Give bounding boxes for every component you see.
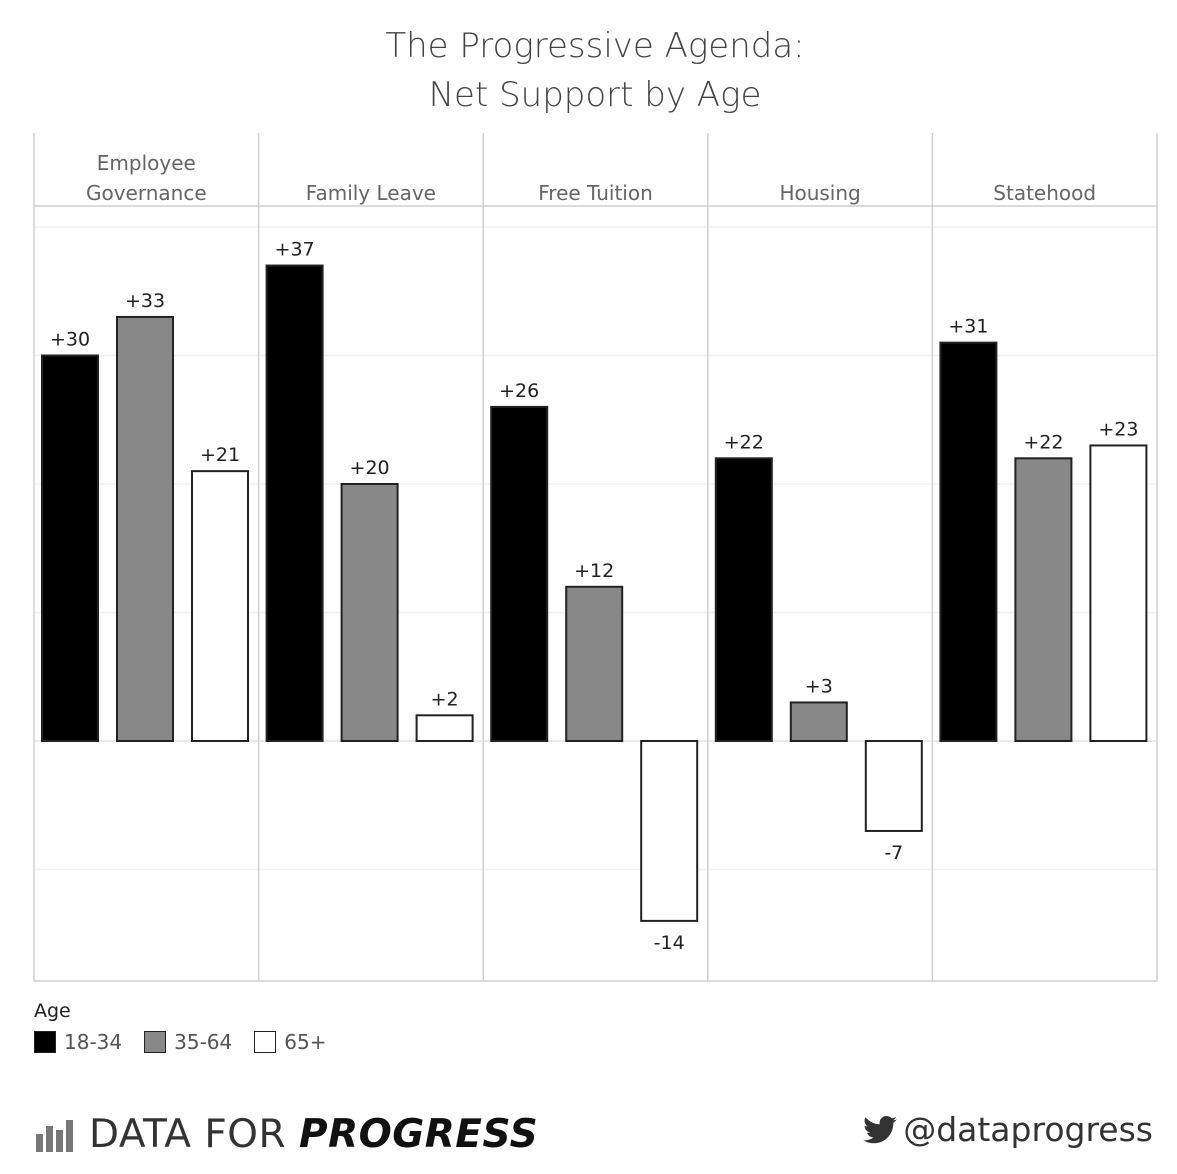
bar: [864, 740, 923, 832]
bar-value-label: -7: [884, 842, 903, 864]
legend-title: Age: [34, 1000, 71, 1022]
bar: [415, 714, 474, 742]
legend: Age 18-34 35-64 65+: [34, 1000, 326, 1054]
panel-label: Statehood: [993, 181, 1096, 205]
bar-value-label: +37: [275, 239, 315, 261]
bar: [191, 470, 249, 742]
bar-value-label: +22: [724, 431, 764, 453]
panel-label: Free Tuition: [538, 181, 653, 205]
legend-swatch-65-plus: [254, 1031, 277, 1053]
twitter-handle: @dataprogress: [903, 1110, 1153, 1149]
bar-value-label: +26: [499, 380, 539, 402]
twitter-bird-icon: [863, 1115, 898, 1143]
bar-value-label: +33: [125, 290, 165, 312]
bar-value-label: +22: [1023, 431, 1063, 453]
chart-title-line-2: Net Support by Age: [428, 75, 762, 115]
legend-swatch-18-34: [34, 1031, 56, 1053]
bar-value-label: +3: [805, 675, 833, 697]
legend-swatch-35-64: [144, 1031, 167, 1053]
panel-label: Family Leave: [306, 181, 436, 205]
panel-label: Employee: [97, 151, 196, 175]
chart-title-line-1: The Progressive Agenda:: [385, 26, 805, 66]
bar-value-label: +20: [350, 457, 390, 479]
panel-label: Housing: [779, 181, 860, 205]
bar-value-label: +2: [431, 688, 459, 710]
bar: [490, 405, 549, 742]
legend-label-65-plus: 65+: [284, 1030, 327, 1054]
bar: [789, 701, 848, 743]
bar: [714, 457, 773, 742]
bar-value-label: +31: [948, 316, 988, 338]
bar: [1014, 457, 1073, 742]
bar: [1089, 444, 1148, 742]
bar: [116, 315, 174, 742]
legend-item-35-64[interactable]: 35-64: [144, 1030, 232, 1054]
bar: [41, 354, 99, 742]
legend-label-18-34: 18-34: [64, 1030, 123, 1054]
legend-item-65-plus[interactable]: 65+: [254, 1030, 326, 1054]
legend-label-35-64: 35-64: [174, 1030, 233, 1054]
twitter-handle-link[interactable]: @dataprogress: [863, 1110, 1153, 1149]
bar: [640, 740, 699, 922]
bar-value-label: +23: [1098, 418, 1138, 440]
bar: [939, 341, 998, 742]
bar-value-label: +30: [50, 329, 90, 351]
brand-name-light: DATA FOR: [89, 1112, 299, 1157]
bar-chart-logo-icon: [36, 1118, 73, 1152]
bar-value-label: -14: [654, 932, 685, 954]
legend-item-18-34[interactable]: 18-34: [34, 1030, 122, 1054]
bar-value-label: +12: [574, 560, 614, 582]
bar-value-label: +21: [200, 444, 240, 466]
panel-label: Governance: [86, 181, 207, 205]
chart-title: The Progressive Agenda: Net Support by A…: [0, 22, 1177, 120]
bar: [265, 264, 324, 742]
legend-items: 18-34 35-64 65+: [34, 1030, 326, 1054]
bar: [340, 483, 399, 742]
bar: [565, 585, 624, 742]
bar-chart: Employee Governance +30 +33 +21 Family Leave +…: [33, 133, 1158, 982]
brand-name: DATA FOR PROGRESS: [89, 1112, 538, 1157]
brand-name-bold: PROGRESS: [299, 1112, 539, 1157]
brand-logo[interactable]: DATA FOR PROGRESS: [36, 1112, 538, 1157]
